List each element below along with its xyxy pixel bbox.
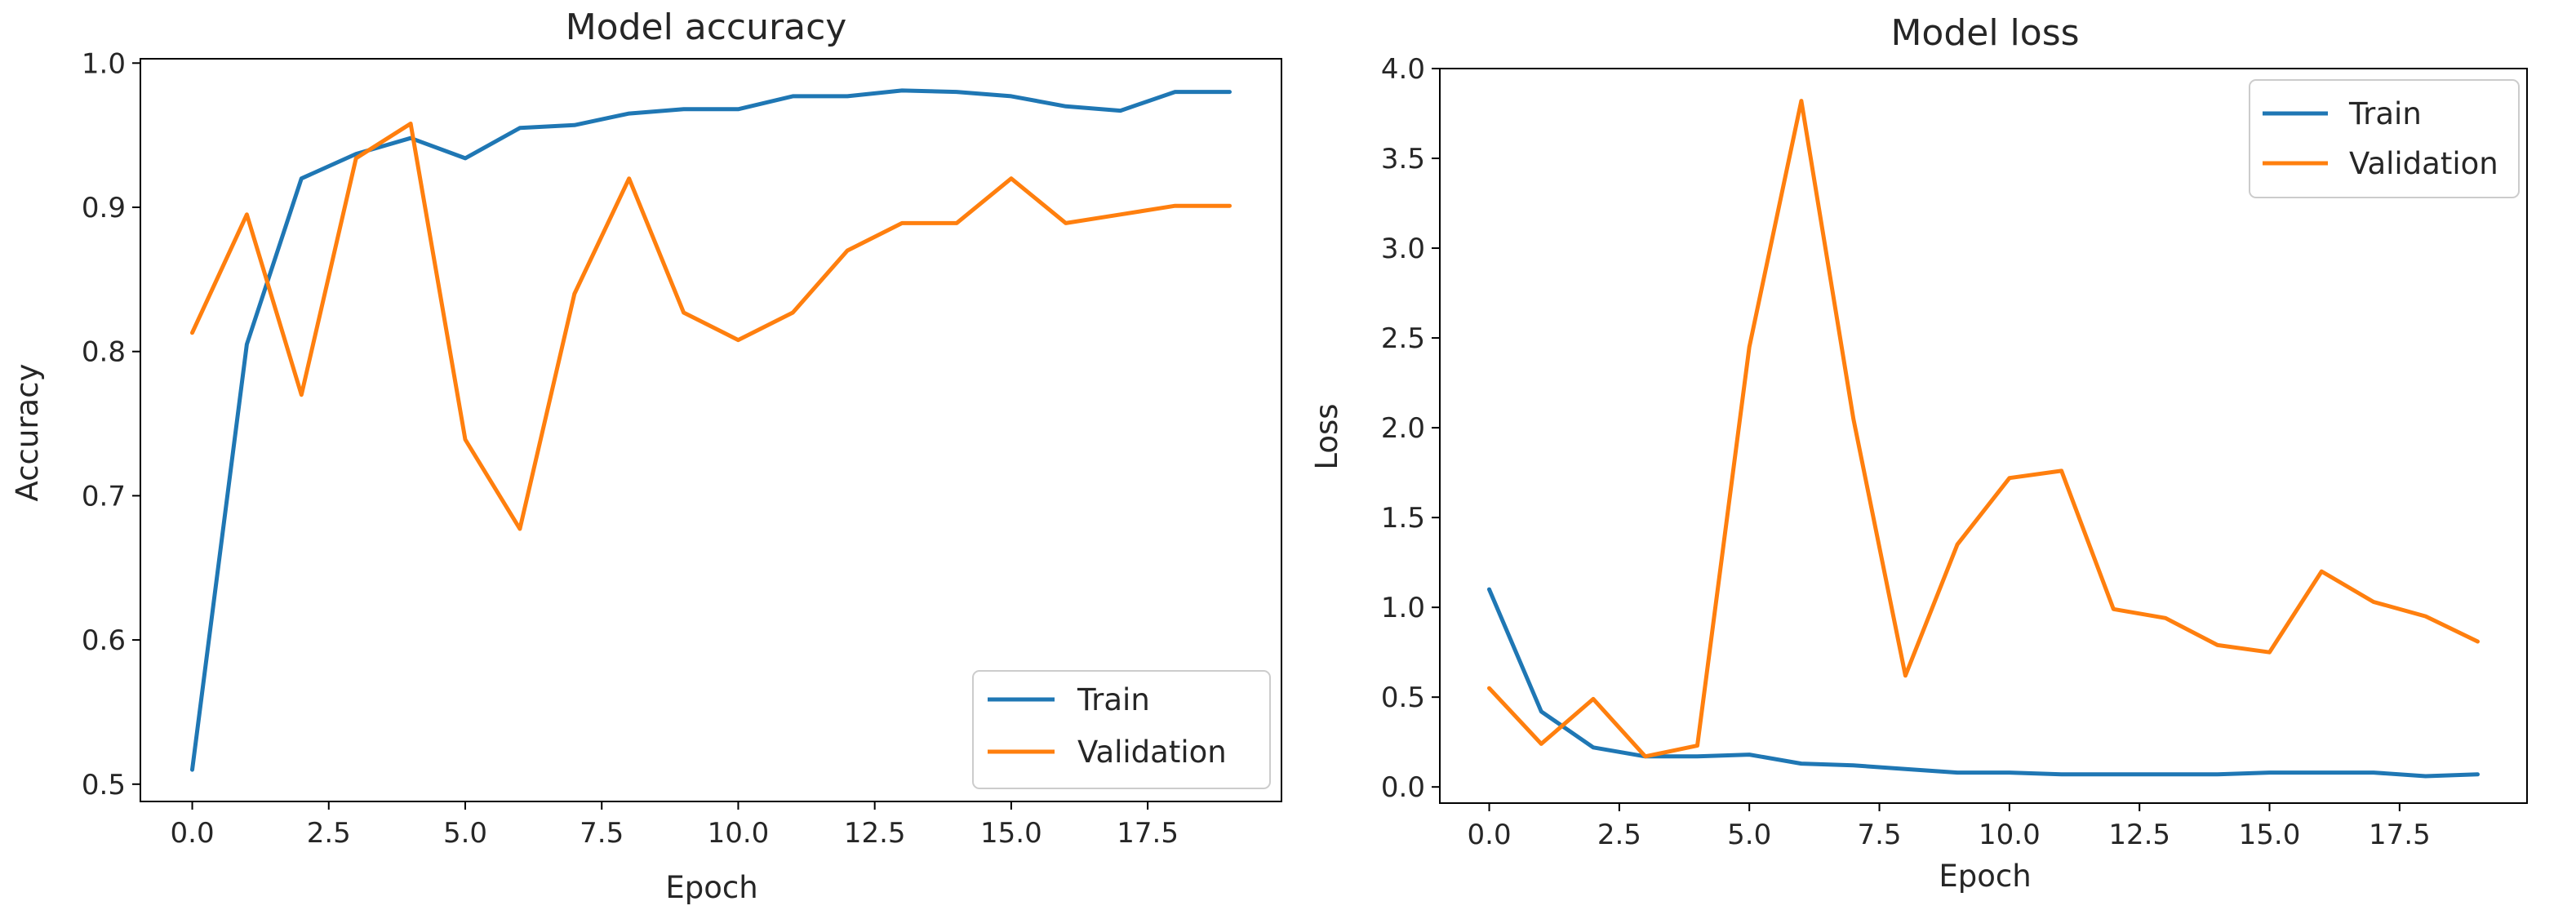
- loss-x-tick-label: 15.0: [2239, 819, 2301, 851]
- accuracy-x-tick-label: 0.0: [171, 817, 215, 850]
- loss-ticks: 0.0 2.5 5.0 7.5 10.0 12.5 15.0 17.5 0.0 0.5 1.0 1.5…: [1381, 53, 2431, 851]
- accuracy-series-lines: [190, 88, 1232, 772]
- accuracy-plot-frame: [140, 58, 1282, 802]
- accuracy-x-tick-label: 2.5: [307, 817, 351, 850]
- accuracy-y-tick-label: 0.5: [82, 769, 126, 801]
- loss-x-tick-label: 17.5: [2369, 819, 2431, 851]
- accuracy-legend-validation-label: Validation: [1077, 735, 1227, 770]
- accuracy-validation-line: [190, 122, 1232, 531]
- loss-y-tick-label: 0.5: [1381, 681, 1425, 714]
- accuracy-x-tick-label: 12.5: [844, 817, 906, 850]
- loss-x-tick-label: 5.0: [1727, 819, 1771, 851]
- accuracy-x-axis-label: Epoch: [665, 870, 757, 905]
- loss-chart-title: Model loss: [1890, 12, 2079, 54]
- loss-legend-train-label: Train: [2348, 96, 2422, 131]
- accuracy-y-tick-label: 0.6: [82, 624, 126, 657]
- loss-y-tick-label: 3.0: [1381, 233, 1425, 265]
- accuracy-y-tick-label: 1.0: [82, 47, 126, 80]
- loss-chart: Model loss Epoch Loss 0.0 2.5 5.0 7.5 10.0 12…: [1309, 12, 2528, 894]
- accuracy-legend-train-label: Train: [1077, 682, 1150, 717]
- loss-y-tick-label: 2.5: [1381, 322, 1425, 355]
- loss-legend-box: [2249, 79, 2520, 198]
- accuracy-chart-title: Model accuracy: [566, 7, 847, 48]
- loss-x-tick-label: 12.5: [2108, 819, 2170, 851]
- accuracy-ticks: 0.0 2.5 5.0 7.5 10.0 12.5 15.0 17.5 0.5 0.6 0.7 0.8…: [82, 47, 1179, 850]
- loss-x-tick-label: 0.0: [1468, 819, 1512, 851]
- loss-y-tick-label: 1.5: [1381, 502, 1425, 535]
- accuracy-x-tick-label: 7.5: [580, 817, 624, 850]
- accuracy-y-axis-label: Accuracy: [10, 364, 45, 502]
- accuracy-y-tick-label: 0.9: [82, 192, 126, 224]
- accuracy-x-tick-label: 17.5: [1117, 817, 1179, 850]
- accuracy-y-tick-label: 0.8: [82, 336, 126, 369]
- loss-y-axis-label: Loss: [1309, 403, 1344, 469]
- loss-plot-frame: [1439, 68, 2528, 804]
- loss-x-tick-label: 7.5: [1857, 819, 1901, 851]
- loss-y-tick-label: 3.5: [1381, 143, 1425, 175]
- loss-x-axis-label: Epoch: [1939, 859, 2031, 894]
- loss-series-lines: [1487, 99, 2480, 779]
- accuracy-x-tick-label: 15.0: [980, 817, 1042, 850]
- accuracy-x-tick-label: 10.0: [708, 817, 770, 850]
- loss-legend: Train Validation: [2249, 79, 2520, 198]
- accuracy-y-tick-label: 0.7: [82, 480, 126, 513]
- loss-y-tick-label: 0.0: [1381, 771, 1425, 804]
- loss-validation-line: [1487, 99, 2480, 759]
- loss-y-tick-label: 1.0: [1381, 592, 1425, 624]
- loss-y-tick-label: 2.0: [1381, 412, 1425, 445]
- loss-x-tick-label: 2.5: [1597, 819, 1641, 851]
- accuracy-chart: Model accuracy Epoch Accuracy 0.0 2.5 5.0 7…: [10, 7, 1282, 905]
- loss-x-tick-label: 10.0: [1979, 819, 2041, 851]
- accuracy-x-tick-label: 5.0: [443, 817, 487, 850]
- loss-legend-validation-label: Validation: [2349, 146, 2498, 181]
- loss-y-tick-label: 4.0: [1381, 53, 1425, 86]
- accuracy-legend: Train Validation: [972, 670, 1271, 789]
